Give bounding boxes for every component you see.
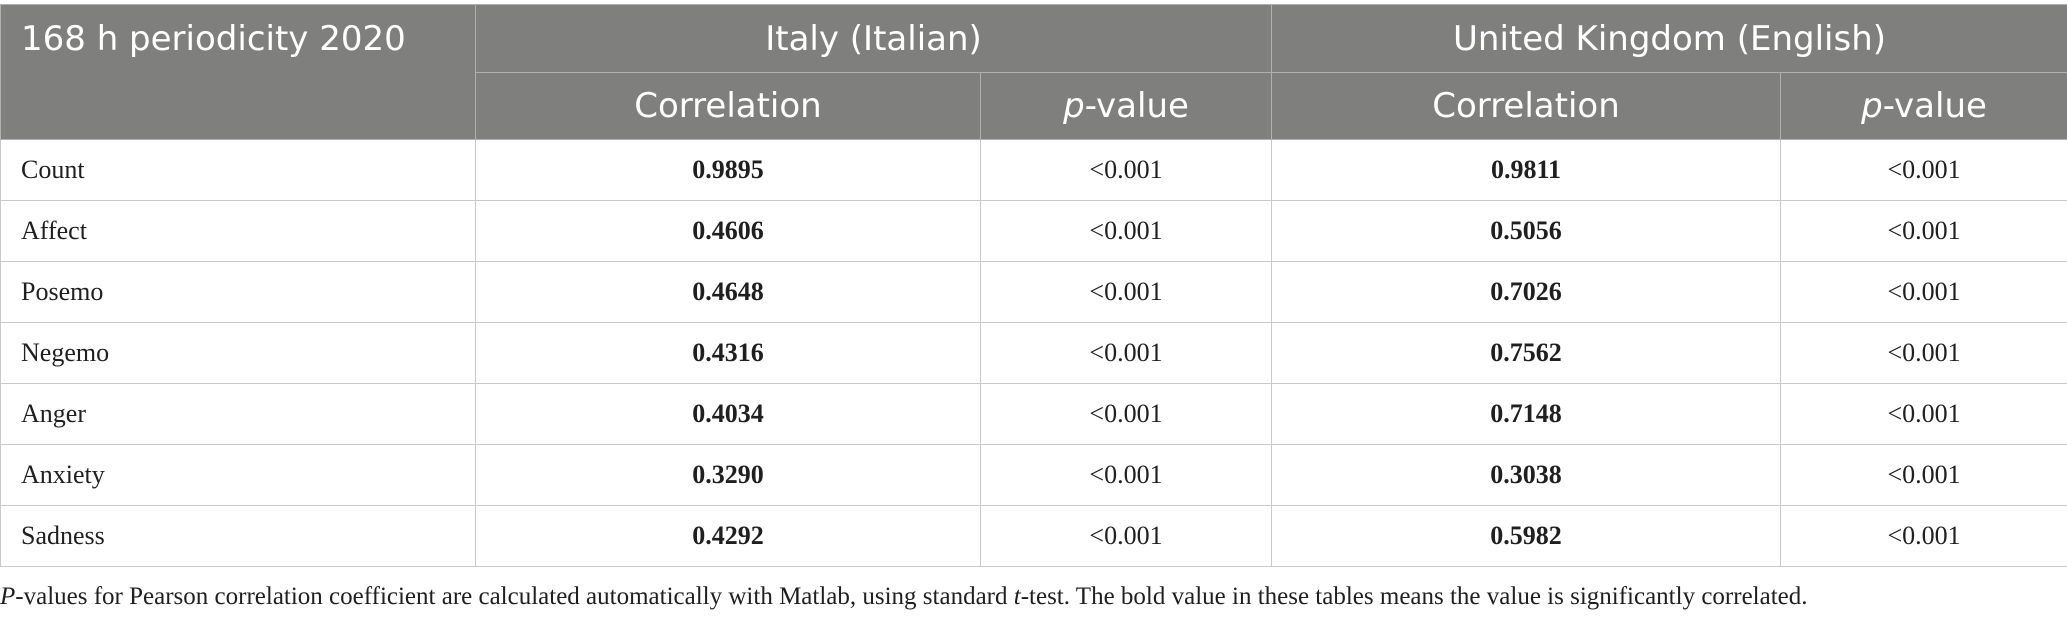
uk-pvalue: <0.001	[1780, 200, 2067, 262]
uk-correlation: 0.7562	[1271, 322, 1782, 384]
table-row: Negemo 0.4316 <0.001 0.7562 <0.001	[0, 322, 2067, 384]
table-row: Affect 0.4606 <0.001 0.5056 <0.001	[0, 200, 2067, 262]
row-label: Posemo	[0, 261, 476, 323]
uk-correlation: 0.5982	[1271, 505, 1782, 567]
pvalue-p: p	[1861, 86, 1883, 126]
table-row: Posemo 0.4648 <0.001 0.7026 <0.001	[0, 261, 2067, 323]
table-row: Anger 0.4034 <0.001 0.7148 <0.001	[0, 383, 2067, 445]
italy-correlation: 0.4606	[475, 200, 981, 262]
table-body: Count 0.9895 <0.001 0.9811 <0.001 Affect…	[0, 139, 2067, 567]
italy-pvalue: <0.001	[979, 505, 1273, 567]
italy-pvalue: <0.001	[979, 261, 1273, 323]
uk-correlation: 0.9811	[1271, 139, 1782, 201]
header-row-groups: 168 h periodicity 2020 Italy (Italian) U…	[0, 4, 2067, 140]
table-container: 168 h periodicity 2020 Italy (Italian) U…	[0, 4, 2067, 567]
uk-correlation: 0.7026	[1271, 261, 1782, 323]
italy-correlation: 0.4648	[475, 261, 981, 323]
italy-correlation: 0.3290	[475, 444, 981, 506]
uk-pvalue: <0.001	[1780, 444, 2067, 506]
italy-correlation: 0.9895	[475, 139, 981, 201]
italy-correlation: 0.4316	[475, 322, 981, 384]
italy-pvalue: <0.001	[979, 383, 1273, 445]
pvalue-suffix: -value	[1882, 86, 1987, 126]
footnote-t-italic: t	[1013, 583, 1021, 610]
row-label: Anger	[0, 383, 476, 445]
row-label: Affect	[0, 200, 476, 262]
correlation-table: 168 h periodicity 2020 Italy (Italian) U…	[0, 4, 2067, 567]
uk-correlation: 0.3038	[1271, 444, 1782, 506]
group-header-italy: Italy (Italian)	[474, 4, 1273, 73]
subheader-it-correlation: Correlation	[475, 72, 981, 140]
uk-pvalue: <0.001	[1780, 505, 2067, 567]
pvalue-suffix: -value	[1084, 86, 1189, 126]
table-row: Anxiety 0.3290 <0.001 0.3038 <0.001	[0, 444, 2067, 506]
row-label: Anxiety	[0, 444, 476, 506]
italy-correlation: 0.4034	[475, 383, 981, 445]
table-row: Sadness 0.4292 <0.001 0.5982 <0.001	[0, 505, 2067, 567]
uk-pvalue: <0.001	[1780, 261, 2067, 323]
row-label: Count	[0, 139, 476, 201]
subheader-uk-pvalue: p-value	[1780, 72, 2067, 140]
pvalue-p: p	[1063, 86, 1085, 126]
footnote-text-2: -test. The bold value in these tables me…	[1020, 583, 1808, 610]
footnote-p-italic: P	[0, 583, 16, 610]
uk-pvalue: <0.001	[1780, 322, 2067, 384]
uk-correlation: 0.7148	[1271, 383, 1782, 445]
footnote-text-1: -values for Pearson correlation coeffici…	[15, 583, 1014, 610]
uk-pvalue: <0.001	[1780, 139, 2067, 201]
header-row-subheaders: Correlation p-value Correlation p-value	[1, 72, 2067, 140]
table-footnote: P-values for Pearson correlation coeffic…	[0, 583, 2067, 611]
row-label: Sadness	[0, 505, 476, 567]
italy-pvalue: <0.001	[979, 444, 1273, 506]
italy-pvalue: <0.001	[979, 139, 1273, 201]
subheader-it-pvalue: p-value	[979, 72, 1273, 140]
italy-correlation: 0.4292	[475, 505, 981, 567]
row-label: Negemo	[0, 322, 476, 384]
group-header-uk: United Kingdom (English)	[1271, 4, 2067, 73]
table-row: Count 0.9895 <0.001 0.9811 <0.001	[0, 139, 2067, 201]
corner-label: 168 h periodicity 2020	[0, 4, 476, 140]
uk-pvalue: <0.001	[1780, 383, 2067, 445]
subheader-uk-correlation: Correlation	[1271, 72, 1782, 140]
italy-pvalue: <0.001	[979, 200, 1273, 262]
italy-pvalue: <0.001	[979, 322, 1273, 384]
uk-correlation: 0.5056	[1271, 200, 1782, 262]
table-header: 168 h periodicity 2020 Italy (Italian) U…	[0, 4, 2067, 140]
